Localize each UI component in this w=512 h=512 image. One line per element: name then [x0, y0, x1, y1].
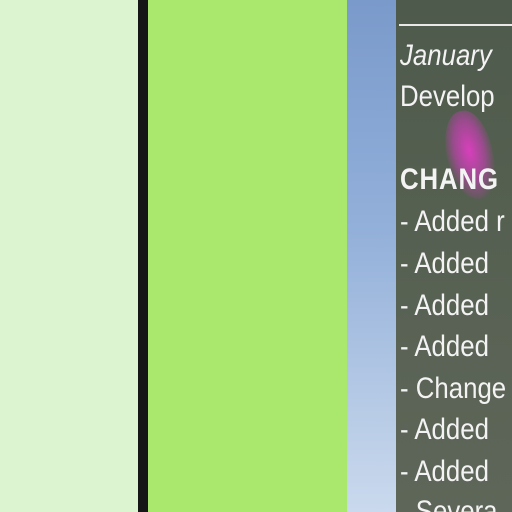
changelog-heading: CHANG — [400, 163, 499, 196]
changelog-subtitle: Develop — [400, 80, 495, 113]
changelog-panel: January Develop CHANG - Added r - Added … — [347, 0, 512, 512]
changelog-background — [396, 0, 512, 512]
background-sky — [347, 0, 396, 512]
changelog-item: - Added — [400, 330, 489, 363]
changelog-item: - Added r — [400, 205, 505, 238]
middle-panel — [148, 0, 347, 512]
changelog-item: - Added — [400, 247, 489, 280]
changelog-item: - Change — [400, 372, 507, 405]
changelog-item: - Severa — [400, 495, 498, 512]
changelog-item: - Added — [400, 289, 489, 322]
changelog-item: - Added — [400, 413, 489, 446]
left-panel — [0, 0, 138, 512]
separator-line — [399, 24, 512, 26]
changelog-date: January — [400, 39, 492, 72]
changelog-item: - Added — [400, 455, 489, 488]
panel-divider[interactable] — [138, 0, 148, 512]
